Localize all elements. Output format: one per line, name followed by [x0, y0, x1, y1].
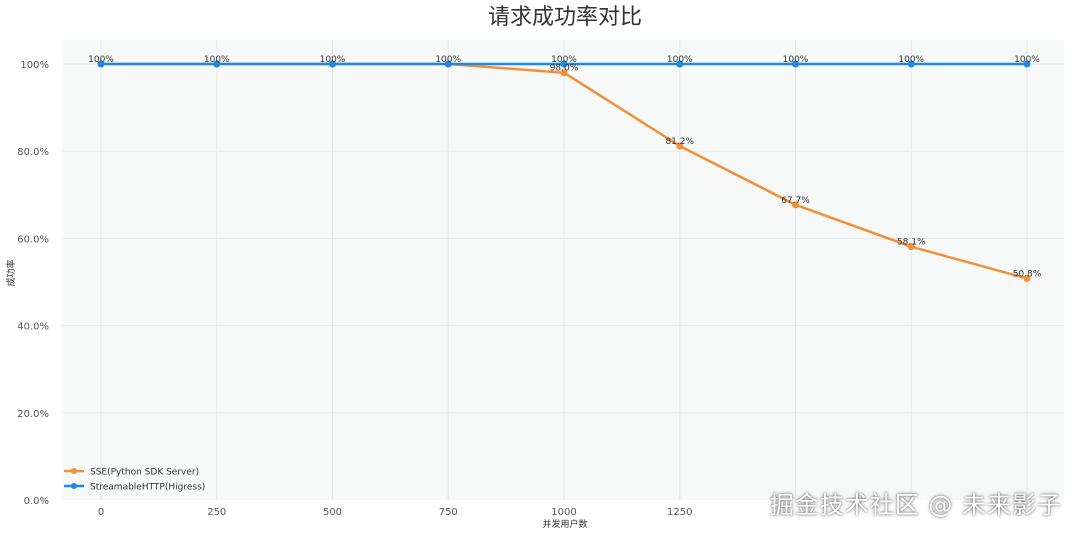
data-point	[907, 60, 915, 68]
x-tick-label: 1250	[667, 507, 692, 518]
data-point	[676, 60, 684, 68]
x-tick-label: 1000	[551, 507, 576, 518]
legend-label: StreamableHTTP(Higress)	[90, 483, 205, 493]
data-label: 81.2%	[665, 137, 694, 147]
y-axis-label: 成功率	[5, 259, 17, 286]
data-labels: 98.0% 81.2% 67.7% 58.1% 50.8% 100% 100% 100% 100…	[88, 55, 1042, 280]
data-point	[907, 243, 915, 251]
data-point	[560, 60, 568, 68]
legend-swatch-marker	[71, 483, 77, 489]
data-point	[329, 60, 336, 68]
data-point	[792, 60, 799, 68]
data-label: 100%	[320, 55, 346, 65]
x-axis-label: 并发用户数	[542, 518, 587, 530]
y-tick-label: 40.0%	[17, 322, 49, 333]
y-tick-label: 80.0%	[17, 147, 49, 158]
legend-label: SSE(Python SDK Server)	[90, 468, 199, 478]
x-tick-label: 500	[323, 507, 342, 518]
data-label: 100%	[783, 55, 809, 65]
data-point	[444, 60, 452, 68]
x-tick-label: 0	[98, 507, 104, 518]
y-tick-label: 60.0%	[17, 234, 49, 245]
data-label: 98.0%	[550, 64, 579, 74]
data-label: 100%	[898, 55, 924, 65]
legend-swatch-marker	[71, 468, 77, 474]
data-label: 100%	[551, 55, 577, 65]
data-point	[560, 69, 568, 77]
data-point	[676, 142, 684, 150]
data-point	[213, 60, 221, 68]
data-label: 58.1%	[897, 238, 926, 248]
data-label: 100%	[88, 55, 114, 65]
y-tick-label: 20.0%	[17, 409, 49, 420]
x-tick-label: 750	[439, 507, 458, 518]
y-tick-label: 100%	[20, 60, 49, 71]
data-label: 100%	[667, 55, 693, 65]
data-label: 67.7%	[781, 196, 810, 206]
data-point	[792, 201, 799, 209]
watermark: 掘金技术社区 @ 未来影子	[769, 491, 1062, 519]
series-lines	[97, 60, 1031, 283]
data-label: 50.8%	[1013, 270, 1042, 280]
data-point	[97, 60, 105, 68]
data-label: 100%	[204, 55, 230, 65]
axes: 0.0% 20.0% 40.0% 60.0% 80.0% 100% 0 250 500 750 10…	[17, 60, 692, 518]
chart-title: 请求成功率对比	[488, 5, 642, 30]
legend: SSE(Python SDK Server) StreamableHTTP(Hig…	[64, 468, 205, 493]
data-label: 100%	[1014, 55, 1040, 65]
data-point	[1023, 275, 1031, 283]
y-tick-label: 0.0%	[24, 496, 49, 507]
x-tick-label: 250	[207, 507, 226, 518]
data-label: 100%	[435, 55, 461, 65]
plot-background	[62, 40, 1064, 500]
data-point	[1023, 60, 1031, 68]
